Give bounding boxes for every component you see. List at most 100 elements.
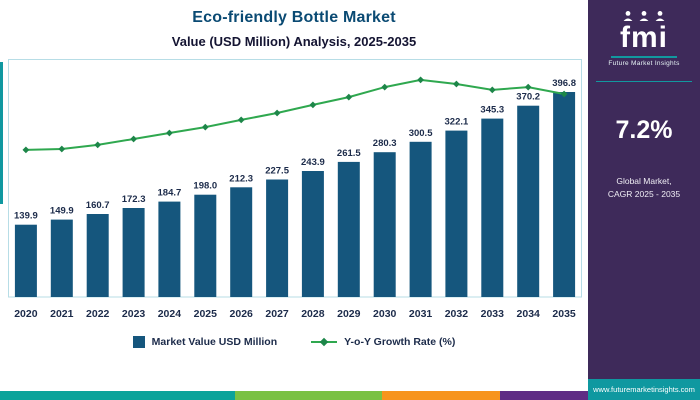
chart-area: 139.9 2020 149.9 2021 160.7 2022 172.3 2023 184.… [8,59,582,330]
growth-line [25,78,565,151]
bar-value-label: 227.5 [265,166,289,177]
bar-2025 [194,194,217,297]
x-axis-label: 2029 [337,308,361,320]
bar-value-label: 172.3 [122,194,146,205]
plot-border [8,59,582,298]
bar-2035 [553,92,576,297]
diamond-marker-icon [319,337,329,347]
line-marker [166,129,173,137]
left-accent-bar [0,62,3,204]
strip-segment [235,391,383,400]
line-marker [453,80,460,88]
people-icons [623,11,665,21]
bar-2028 [301,171,324,297]
bar-value-label: 300.5 [409,128,433,139]
bar-swatch-icon [132,336,145,348]
strip-segment [382,391,500,400]
x-axis-label: 2034 [517,308,541,320]
bar-2034 [517,105,540,297]
x-axis-label: 2033 [481,308,505,320]
bar-value-label: 160.7 [86,200,110,211]
line-marker [130,135,137,143]
bar-value-label: 149.9 [50,206,74,217]
cagr-caption: Global Market, CAGR 2025 - 2035 [608,175,680,201]
bar-value-label: 261.5 [337,148,361,159]
bar-value-label: 396.8 [552,78,576,89]
x-axis-label: 2021 [50,308,74,320]
legend-item-bar: Market Value USD Million [132,336,278,348]
footer-color-strip [0,391,588,400]
bar-value-label: 322.1 [445,117,469,128]
bar-value-label: 345.3 [480,105,504,116]
bar-2023 [122,208,145,297]
bar-value-label: 243.9 [301,157,325,168]
chart-subtitle: Value (USD Million) Analysis, 2025-2035 [171,34,417,49]
fmi-logo-text: fmi [619,21,668,54]
bar-2030 [373,152,396,297]
chart-header: Eco-friendly Bottle Market Value (USD Mi… [0,0,588,49]
caption-line2: CAGR 2025 - 2035 [607,188,681,199]
x-axis-label: 2032 [445,308,469,320]
bar-2026 [230,187,253,297]
line-marker [22,146,30,154]
line-marker [273,109,281,117]
x-axis-label: 2024 [158,308,182,320]
cagr-value: 7.2% [615,116,673,144]
x-axis-label: 2030 [373,308,397,320]
bar-value-label: 370.2 [516,92,540,103]
bar-value-label: 184.7 [158,188,182,199]
line-marker [524,83,532,91]
legend-item-line: Y-o-Y Growth Rate (%) [311,336,455,348]
chart-panel: Eco-friendly Bottle Market Value (USD Mi… [0,0,588,400]
bar-value-label: 212.3 [229,173,253,184]
x-axis-label: 2035 [552,308,576,320]
bar-2021 [50,219,73,297]
caption-line1: Global Market, [616,176,672,186]
line-marker [381,83,389,91]
bar-2031 [409,141,432,297]
bar-2027 [266,179,289,297]
line-marker [560,90,568,98]
line-marker [417,76,424,84]
website-bar[interactable]: www.futuremarketinsights.com [588,379,700,400]
legend-label-line: Y-o-Y Growth Rate (%) [344,336,456,348]
bar-value-label: 139.9 [14,211,38,222]
line-marker [94,141,102,149]
brand-sidebar: fmi Future Market Insights 7.2% Global M… [588,0,700,400]
bar-2032 [445,130,468,297]
x-axis-label: 2022 [86,308,110,320]
logo-subtext: Future Market Insights [608,60,680,67]
line-marker [488,86,496,94]
line-marker [58,145,66,153]
x-axis-label: 2020 [14,308,38,320]
chart-title: Eco-friendly Bottle Market [192,9,396,26]
legend-label-bar: Market Value USD Million [151,336,278,348]
bar-value-label: 198.0 [193,181,217,192]
logo-underline [610,56,677,58]
line-marker [309,101,317,109]
line-marker [345,93,353,101]
line-marker [237,116,245,124]
chart-svg: 139.9 2020 149.9 2021 160.7 2022 172.3 2023 184.… [8,59,582,320]
website-url[interactable]: www.futuremarketinsights.com [593,385,695,394]
x-axis-label: 2031 [409,308,433,320]
fmi-logo: fmi Future Market Insights [608,10,679,67]
bar-2029 [337,161,360,297]
x-axis-label: 2028 [301,308,325,320]
strip-segment [0,391,236,400]
legend: Market Value USD Million Y-o-Y Growth Ra… [0,336,588,348]
x-axis-label: 2025 [194,308,218,320]
line-marker [201,123,209,131]
line-swatch-icon [311,337,338,347]
x-axis-label: 2023 [122,308,146,320]
bar-2020 [14,224,37,297]
bar-value-label: 280.3 [373,138,397,149]
x-axis-label: 2026 [230,308,254,320]
strip-segment [499,391,588,400]
x-axis-label: 2027 [265,308,289,320]
bar-2024 [158,201,181,297]
bar-2033 [481,118,504,297]
sidebar-divider [596,81,692,82]
bar-2022 [86,214,109,297]
